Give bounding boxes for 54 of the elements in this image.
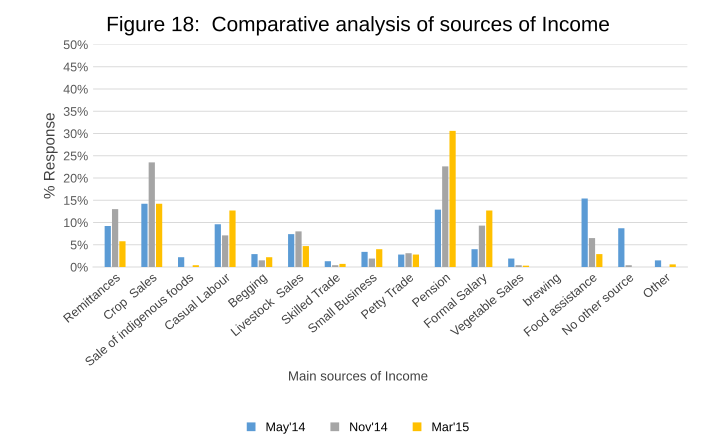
bar (324, 261, 331, 267)
bar (442, 166, 448, 267)
bar (156, 204, 162, 267)
y-tick-label: 35% (64, 107, 88, 116)
bar (302, 246, 309, 267)
bar (486, 210, 492, 267)
bar (368, 258, 375, 267)
bar (141, 204, 148, 267)
bar (412, 254, 420, 267)
bar (449, 130, 456, 267)
bar (588, 238, 596, 267)
bar (339, 264, 346, 267)
bar (478, 226, 486, 267)
y-tick-label: 45% (63, 62, 88, 72)
bar (398, 254, 404, 267)
bar (178, 257, 184, 267)
y-tick-label: 25% (64, 152, 88, 160)
legend-label: Mar'15 (432, 422, 469, 432)
legend-label: May'14 (266, 422, 306, 434)
bar (618, 228, 624, 267)
bar (229, 210, 236, 267)
y-tick-label: 20% (64, 174, 88, 183)
bar (119, 241, 126, 267)
y-tick-label: 10% (64, 218, 88, 228)
y-tick-label: 5% (70, 240, 88, 250)
bar (376, 249, 382, 267)
bar (471, 249, 478, 267)
chart-title: Figure 18: Comparative analysis of sources of Income (108, 16, 609, 36)
bar (288, 234, 294, 267)
x-axis-title: Main sources of Income (289, 370, 428, 381)
y-axis-title: % Response (44, 113, 58, 199)
y-tick-label: 15% (64, 196, 88, 205)
legend-label: Nov'14 (350, 422, 388, 432)
bar (295, 231, 302, 267)
bar (251, 254, 258, 267)
bar (104, 226, 111, 267)
bar (596, 254, 602, 267)
bar (582, 198, 588, 267)
y-tick-label: 0% (70, 262, 88, 272)
bar (654, 260, 662, 267)
bar (112, 209, 118, 267)
bar (222, 235, 228, 267)
bar (405, 253, 412, 267)
bar (361, 252, 368, 267)
bar (670, 264, 676, 267)
y-tick-label: 30% (64, 129, 88, 138)
bar (258, 260, 265, 267)
bar (508, 258, 514, 267)
bar (266, 257, 272, 267)
y-tick-label: 50% (64, 40, 88, 50)
bar (148, 162, 155, 267)
y-tick-label: 40% (63, 84, 88, 94)
bar (434, 210, 442, 267)
bar (214, 224, 221, 267)
